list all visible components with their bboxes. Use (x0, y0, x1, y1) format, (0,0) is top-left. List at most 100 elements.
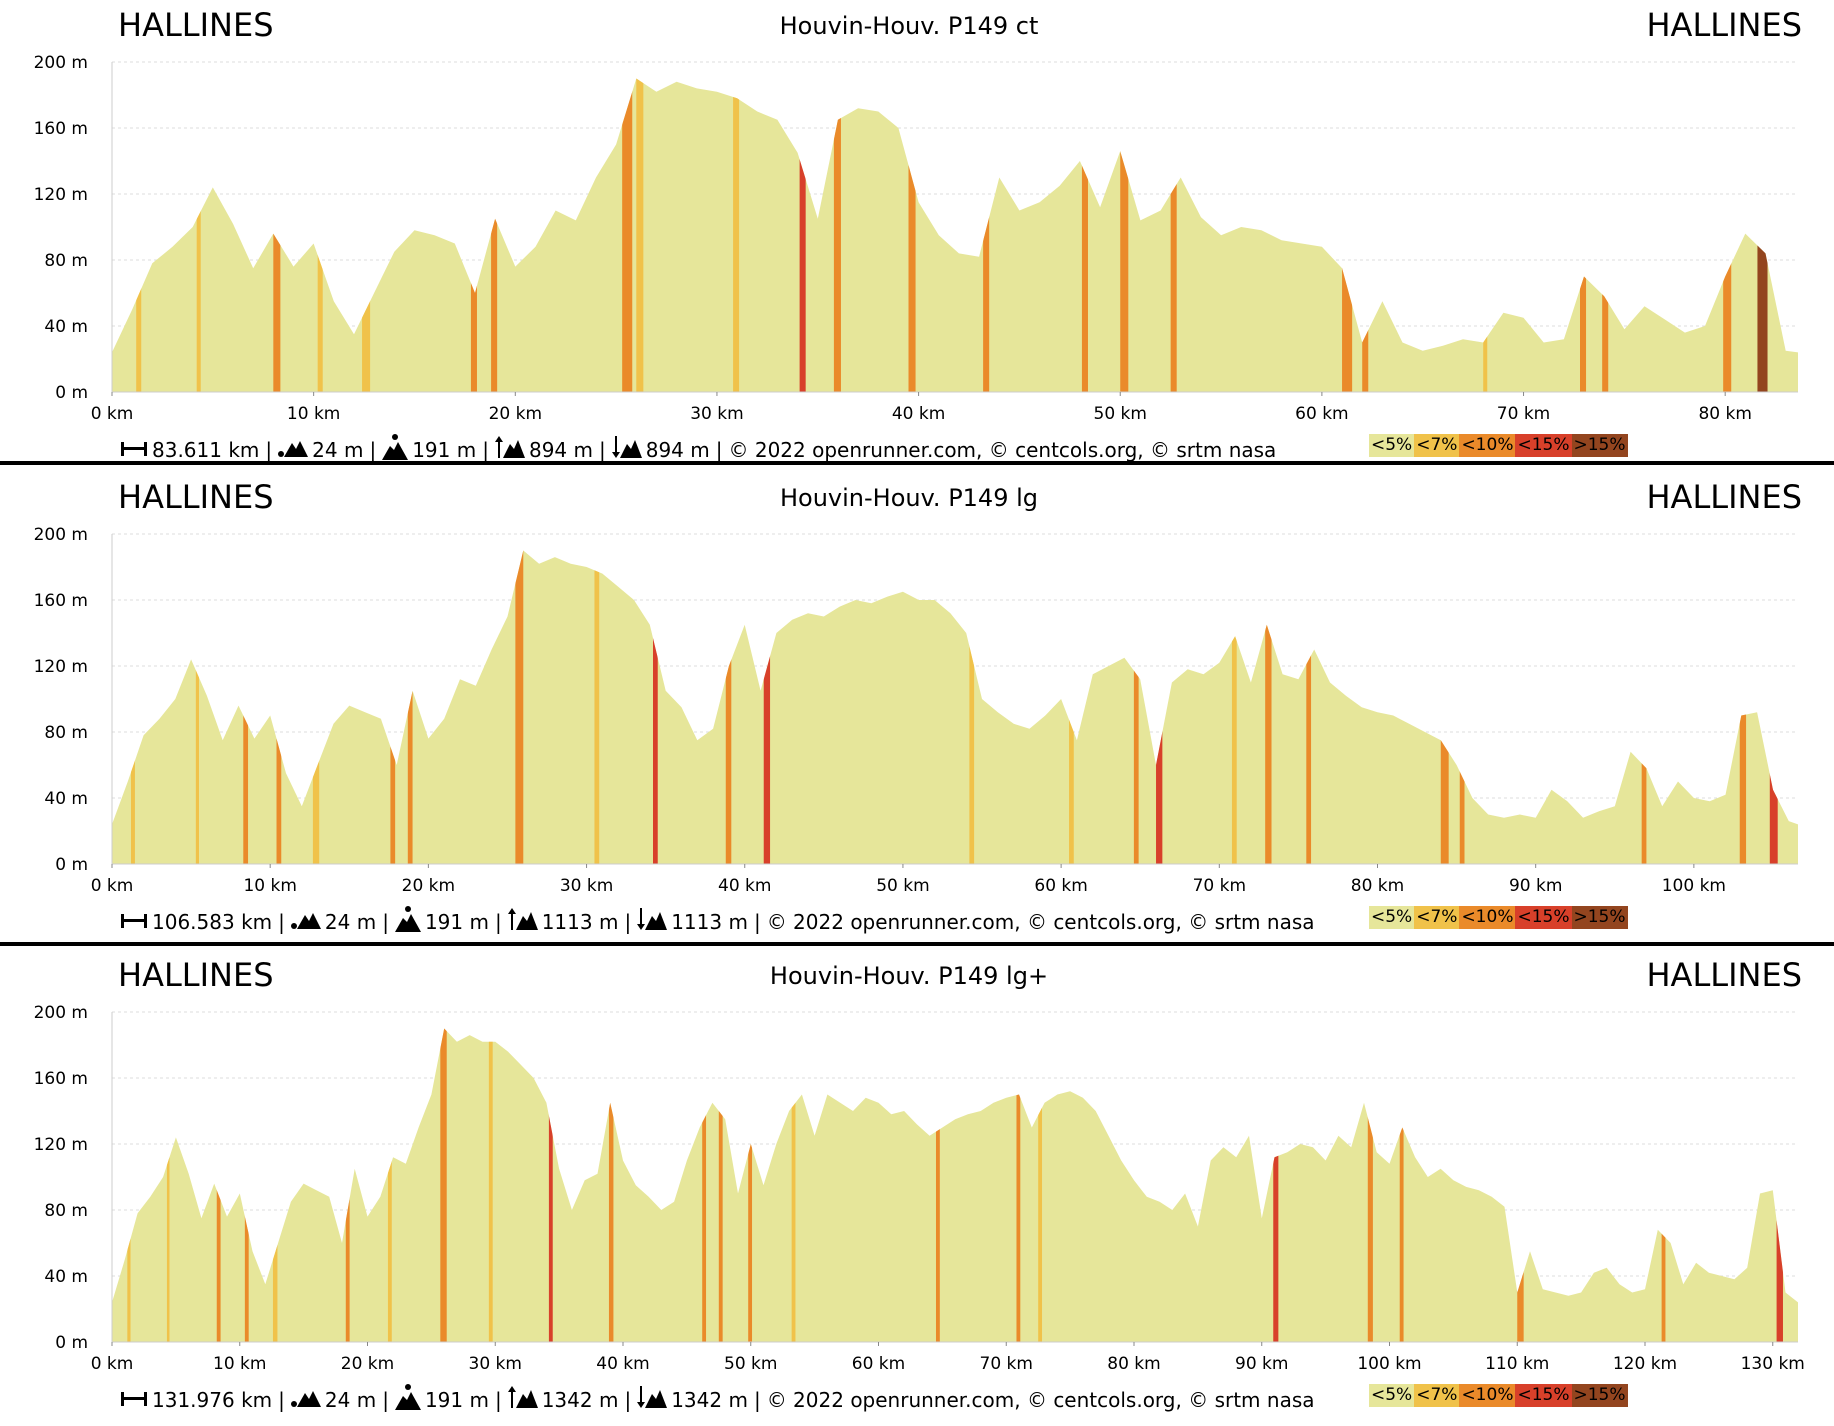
grade-band-grade10 (1661, 1028, 1666, 1342)
grade-band-grade10 (1739, 550, 1747, 864)
grade-band-grade7 (196, 78, 201, 392)
legend-grade-7: <7% (1414, 906, 1460, 929)
descent-value: 894 m (645, 437, 710, 462)
chart-title: Houvin-Houv. P149 ct (779, 12, 1039, 40)
ascent-icon (507, 908, 538, 935)
distance-value: 131.976 km (152, 1387, 273, 1412)
y-tick-label: 0 m (55, 1333, 88, 1353)
x-tick-label: 20 km (341, 1354, 394, 1374)
distance-icon (120, 910, 148, 934)
y-tick-label: 80 m (44, 251, 88, 271)
x-tick-label: 110 km (1485, 1354, 1549, 1374)
grade-band-grade10 (908, 78, 916, 392)
elevation-chart-1: 0 m 40 m 80 m 120 m 160 m 200 m 0 km 10 km 20 km… (34, 53, 1798, 424)
legend-grade-5: <5% (1369, 1384, 1415, 1407)
x-tick-label: 130 km (1741, 1354, 1805, 1374)
legend-grade-7: <7% (1414, 434, 1460, 457)
y-tick-label: 200 m (34, 525, 88, 545)
ascent-value: 894 m (528, 437, 593, 462)
grade-band-grade15plus (1757, 78, 1768, 392)
legend-grade-15: <15% (1515, 906, 1572, 929)
grade-band-grade10 (1641, 550, 1647, 864)
grade-band-grade7 (636, 78, 644, 392)
legend-grade-5: <5% (1369, 906, 1415, 929)
panel-divider (0, 942, 1834, 946)
min-altitude-value: 24 m (324, 1387, 377, 1412)
grade-band-grade10 (725, 550, 732, 864)
credits: © 2022 openrunner.com, © centcols.org, ©… (766, 909, 1315, 934)
x-tick-label: 90 km (1235, 1354, 1288, 1374)
start-label: HALLINES (118, 6, 274, 44)
max-altitude-value: 191 m (424, 1387, 489, 1412)
x-tick-label: 80 km (1351, 876, 1404, 896)
min-altitude-icon (290, 909, 321, 934)
x-tick-label: 80 km (1107, 1354, 1160, 1374)
grade-band-grade15 (1776, 1028, 1783, 1342)
x-tick-label: 70 km (980, 1354, 1033, 1374)
grade-band-grade10 (1170, 78, 1177, 392)
x-tick-label: 30 km (560, 876, 613, 896)
grade-band-grade7 (136, 78, 142, 392)
grade-band-grade10 (345, 1028, 350, 1342)
y-tick-label: 200 m (34, 1003, 88, 1023)
x-tick-label: 60 km (1034, 876, 1087, 896)
elevation-chart-2: 0 m 40 m 80 m 120 m 160 m 200 m 0 km 10 km 20 km… (34, 525, 1798, 896)
x-tick-label: 10 km (287, 404, 340, 424)
grade-band-grade10 (1016, 1028, 1021, 1342)
grade-band-grade7 (1038, 1028, 1043, 1342)
grade-band-grade10 (748, 1028, 753, 1342)
elevation-area (112, 1028, 1798, 1342)
grade-band-grade15 (763, 550, 771, 864)
grade-band-grade7 (1483, 78, 1488, 392)
legend-grade-15-plus: >15% (1571, 434, 1628, 457)
grade-band-grade10 (1517, 1028, 1524, 1342)
grade-band-grade10 (1399, 1028, 1404, 1342)
x-tick-label: 10 km (243, 876, 296, 896)
y-tick-label: 0 m (55, 383, 88, 403)
x-tick-label: 50 km (1094, 404, 1147, 424)
grade-band-grade10 (702, 1028, 707, 1342)
y-tick-label: 40 m (44, 789, 88, 809)
grade-band-grade10 (718, 1028, 723, 1342)
distance-value: 83.611 km (152, 437, 260, 462)
max-altitude-value: 191 m (412, 437, 477, 462)
legend-grade-15: <15% (1515, 434, 1572, 457)
grade-band-grade10 (1081, 78, 1088, 392)
grade-band-grade10 (243, 550, 249, 864)
chart-title: Houvin-Houv. P149 lg (779, 484, 1039, 512)
grade-band-grade10 (390, 550, 396, 864)
descent-value: 1342 m (671, 1387, 748, 1412)
legend-grade-7: <7% (1414, 1384, 1460, 1407)
elevation-area (112, 78, 1798, 392)
grade-band-grade10 (1120, 78, 1129, 392)
legend-grade-15-plus: >15% (1571, 906, 1628, 929)
x-tick-label: 10 km (213, 1354, 266, 1374)
grade-band-grade7 (733, 78, 740, 392)
descent-icon (637, 908, 668, 935)
grade-band-grade10 (983, 78, 990, 392)
grade-band-grade7 (594, 550, 600, 864)
x-tick-label: 0 km (91, 404, 134, 424)
grade-band-grade10 (1602, 78, 1609, 392)
max-altitude-icon (394, 1384, 421, 1415)
y-tick-label: 120 m (34, 657, 88, 677)
distance-icon (120, 438, 148, 462)
grade-band-grade10 (216, 1028, 221, 1342)
grade-band-grade15 (1769, 550, 1778, 864)
x-tick-label: 100 km (1662, 876, 1726, 896)
legend-grade-15-plus: >15% (1571, 1384, 1628, 1407)
grade-band-grade7 (166, 1028, 170, 1342)
x-tick-label: 0 km (91, 876, 134, 896)
min-altitude-value: 24 m (312, 437, 364, 462)
grade-band-grade7 (488, 1028, 493, 1342)
grade-band-grade10 (244, 1028, 249, 1342)
distance-icon (120, 1388, 148, 1412)
grade-band-grade7 (195, 550, 200, 864)
grade-band-grade10 (608, 1028, 614, 1342)
max-altitude-icon (394, 906, 421, 937)
ascent-value: 1342 m (541, 1387, 619, 1412)
grade-band-grade10 (491, 78, 498, 392)
grade-band-grade10 (1342, 78, 1353, 392)
y-tick-label: 80 m (44, 723, 88, 743)
stats-footer: 106.583 km | 24 m | 191 m | 1113 m | 1113 m |… (120, 906, 1315, 937)
